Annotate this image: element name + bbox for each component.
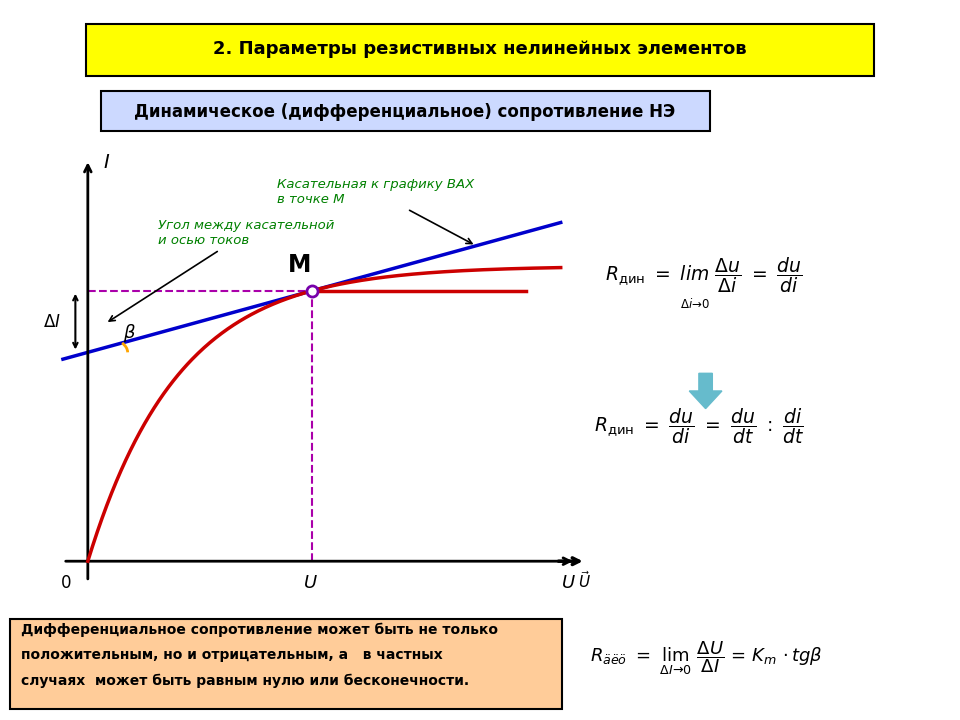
Text: Дифференциальное сопротивление может быть не только: Дифференциальное сопротивление может быт… xyxy=(21,623,498,637)
FancyArrow shape xyxy=(689,373,722,409)
Text: $\mathbf{M}$: $\mathbf{M}$ xyxy=(287,253,310,277)
Text: $I$: $I$ xyxy=(103,153,110,171)
Text: 0: 0 xyxy=(60,574,71,592)
Text: $R_{\rm{дин}}\ =\ \dfrac{du}{di}\ =\ \dfrac{du}{dt}\ :\ \dfrac{di}{dt}$: $R_{\rm{дин}}\ =\ \dfrac{du}{di}\ =\ \df… xyxy=(594,406,804,446)
Text: Касательная к графику ВАХ
в точке М: Касательная к графику ВАХ в точке М xyxy=(277,178,474,243)
Text: $U$: $U$ xyxy=(561,574,576,592)
Text: $\Delta i\!\rightarrow\!0$: $\Delta i\!\rightarrow\!0$ xyxy=(680,297,710,311)
Text: $R_{\ddot{a}\ddot{e}\ddot{o}}\ =\ \lim_{\Delta I \to 0}\ \dfrac{\Delta U}{\Delta: $R_{\ddot{a}\ddot{e}\ddot{o}}\ =\ \lim_{… xyxy=(590,640,824,678)
Text: $\beta$: $\beta$ xyxy=(123,322,135,344)
Text: $U$: $U$ xyxy=(302,574,318,592)
Text: Динамическое (дифференциальное) сопротивление НЭ: Динамическое (дифференциальное) сопротив… xyxy=(134,102,676,120)
Text: Угол между касательной
и осью токов: Угол между касательной и осью токов xyxy=(109,219,334,321)
Text: 2. Параметры резистивных нелинейных элементов: 2. Параметры резистивных нелинейных элем… xyxy=(213,40,747,58)
Text: $\Delta I$: $\Delta I$ xyxy=(43,312,60,330)
Text: случаях  может быть равным нулю или бесконечности.: случаях может быть равным нулю или беско… xyxy=(21,673,469,688)
Text: $R_{\rm{дин}}\ =\ \mathit{lim}\ \dfrac{\Delta u}{\Delta i}\ =\ \dfrac{du}{di}$: $R_{\rm{дин}}\ =\ \mathit{lim}\ \dfrac{\… xyxy=(605,256,803,295)
Text: $\vec{U}$: $\vec{U}$ xyxy=(578,570,591,591)
Text: положительным, но и отрицательным, а   в частных: положительным, но и отрицательным, а в ч… xyxy=(21,648,443,662)
